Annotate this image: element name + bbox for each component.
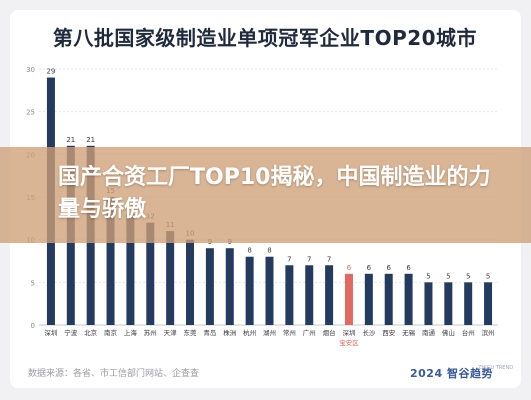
overlay-banner (0, 147, 531, 243)
brand-logo: 2024 智谷趋势 (410, 367, 493, 380)
bar (344, 273, 353, 325)
bar (484, 282, 493, 325)
chart-title: 第八批国家级制造业单项冠军企业TOP20城市 (52, 26, 478, 50)
bar (225, 248, 234, 325)
y-tick-label: 0 (31, 322, 35, 330)
x-tick-label: 深圳 (44, 328, 57, 337)
bar-value-label: 6 (347, 264, 352, 272)
bar-value-label: 7 (287, 255, 291, 263)
banner-headline: 国产合资工厂TOP10揭秘，中国制造业的力量与骄傲 (58, 165, 491, 222)
x-tick-label: 台州 (462, 328, 475, 337)
bar (166, 231, 175, 325)
x-tick-label: 烟台 (323, 328, 336, 337)
bar-value-label: 5 (466, 272, 470, 280)
x-tick-label: 滨州 (482, 328, 495, 337)
bar-value-label: 7 (307, 255, 311, 263)
x-tick-label: 东莞 (184, 328, 198, 337)
bar-value-label: 7 (327, 255, 331, 263)
data-source-note: 数据来源：各省、市工信部门网站、企查查 (28, 369, 200, 379)
bar-value-label: 8 (247, 247, 251, 255)
bar (146, 222, 155, 325)
x-tick-label: 杭州 (243, 328, 256, 337)
x-tick-label: 株洲 (223, 328, 236, 337)
x-tick-label: 宁波 (64, 328, 78, 337)
bar-value-label: 8 (267, 247, 271, 255)
bar-value-label: 6 (386, 264, 391, 272)
bar (325, 265, 334, 325)
x-tick-label: 西安 (382, 328, 396, 337)
bar (205, 248, 214, 325)
bar (265, 256, 274, 325)
x-tick-label: 南京 (104, 328, 118, 337)
x-tick-label: 苏州 (144, 328, 157, 337)
x-tick-label: 上海 (124, 328, 138, 337)
bar-value-label: 21 (86, 136, 95, 144)
bar (424, 282, 433, 325)
x-tick-label: 青岛 (203, 328, 216, 337)
bar (404, 273, 413, 325)
x-tick-label: 无锡 (402, 328, 416, 337)
bar (464, 282, 473, 325)
x-tick-label: 天津 (164, 329, 178, 337)
bar (444, 282, 453, 325)
bar (384, 273, 393, 325)
x-tick-label: 北京 (84, 328, 98, 337)
x-tick-label: 深圳 (342, 328, 355, 337)
x-tick-label: 长沙 (362, 328, 376, 337)
bar (285, 265, 294, 325)
y-tick-label: 25 (26, 109, 35, 117)
y-tick-label: 5 (31, 279, 35, 287)
bar-value-label: 5 (486, 272, 490, 280)
bar-value-label: 5 (426, 272, 430, 280)
x-tick-label: 湖州 (263, 328, 276, 337)
bar-value-label: 29 (46, 68, 55, 76)
bar (126, 214, 135, 325)
bar-value-label: 21 (66, 136, 75, 144)
bar (364, 273, 373, 325)
y-tick-label: 30 (26, 66, 35, 74)
bar-value-label: 5 (446, 272, 450, 280)
x-tick-label: 佛山 (442, 328, 455, 337)
bar-value-label: 6 (406, 264, 411, 272)
bar (186, 239, 195, 325)
bar-value-label: 6 (367, 264, 372, 272)
x-tick-label: 南通 (422, 328, 436, 337)
x-axis: 深圳 宁波 北京 南京 上海 苏州 天津 东莞 青岛 株洲 杭州 湖州 常州 广州 烟台 深圳宝安区长沙 西安无… (44, 328, 494, 347)
bar (106, 197, 115, 325)
x-tick-label: 广州 (303, 328, 316, 337)
x-tick-sublabel: 宝安区 (339, 338, 359, 347)
bar (245, 256, 254, 325)
brand-logo-subtitle: ZHIGU TREND (478, 365, 514, 371)
bar (305, 265, 314, 325)
x-tick-label: 常州 (283, 328, 296, 337)
